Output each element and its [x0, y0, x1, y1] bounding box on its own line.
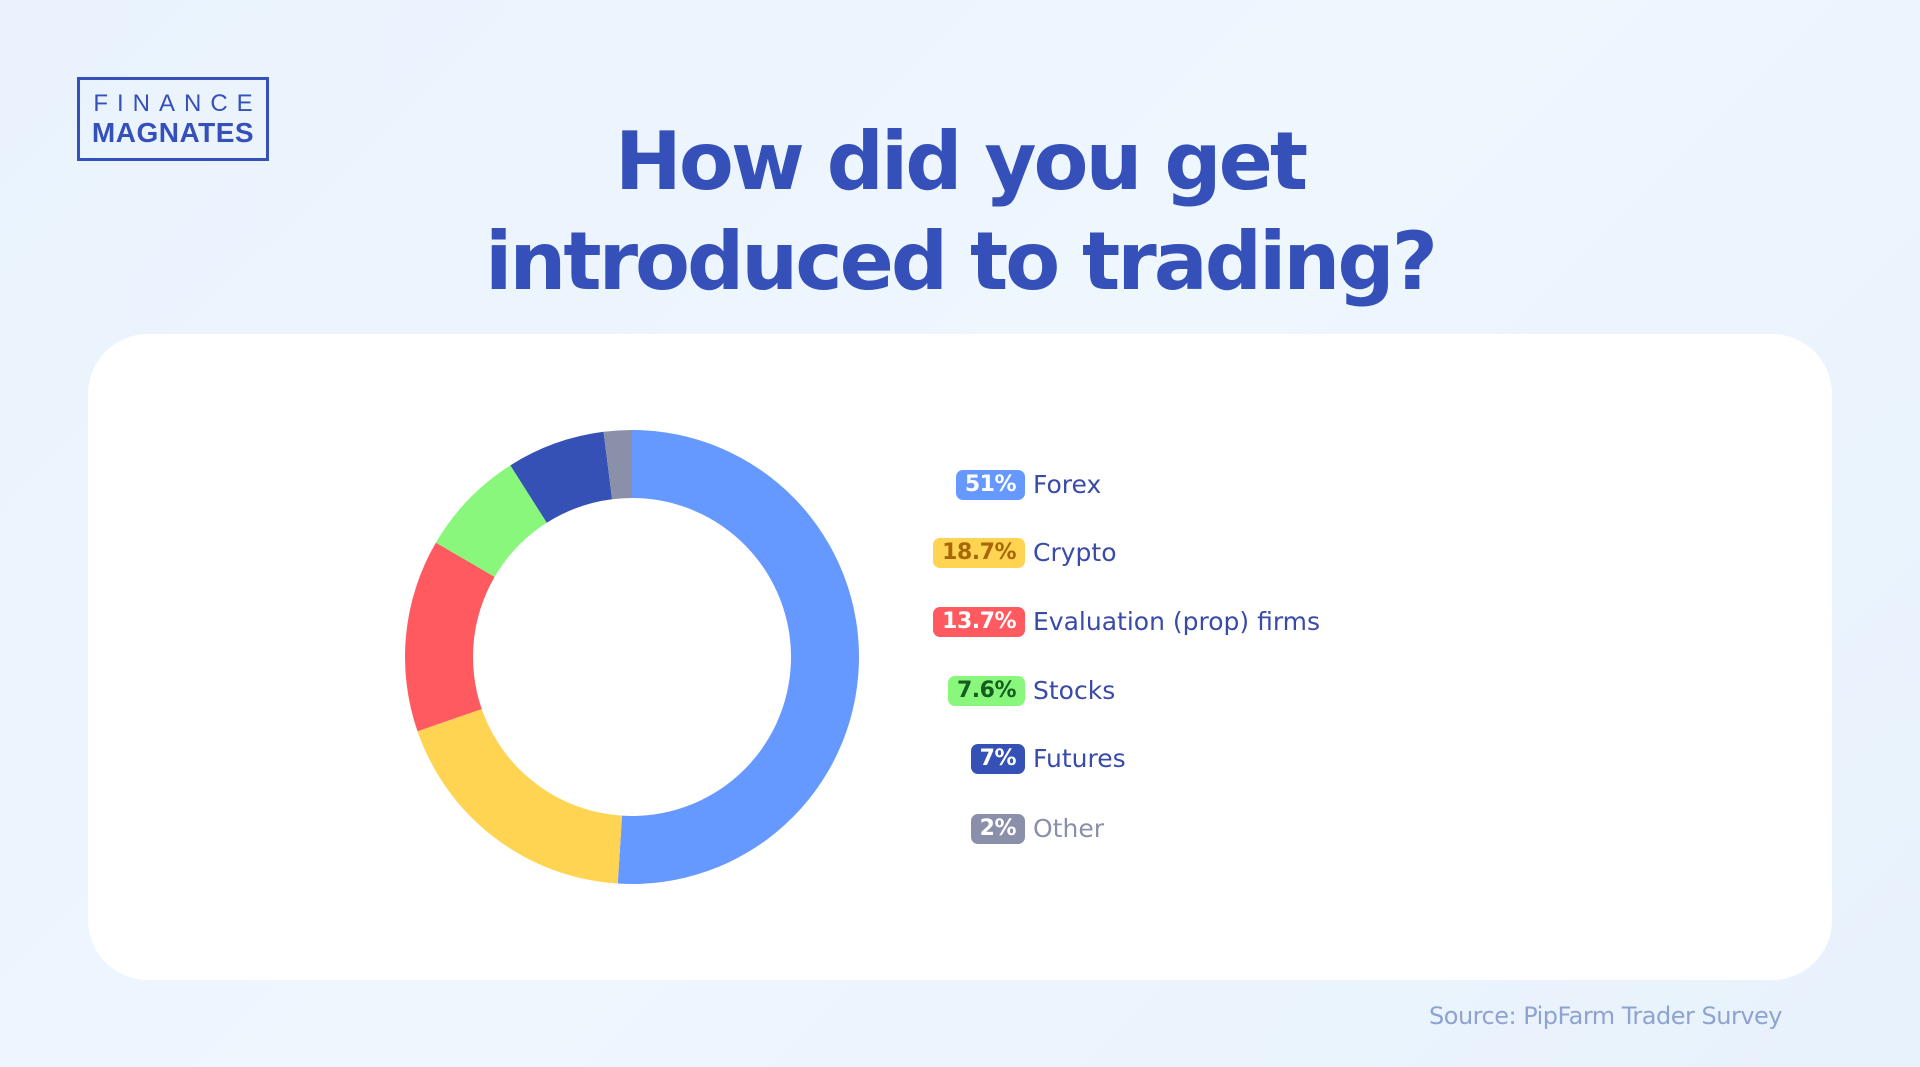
legend-item: 7.6%	[0, 674, 1025, 708]
donut-slice-crypto	[417, 708, 623, 884]
legend-value-badge: 7%	[970, 744, 1025, 774]
legend-label: Evaluation (prop) firms	[1033, 607, 1321, 636]
legend-item: 7%	[0, 742, 1025, 776]
legend-label: Stocks	[1033, 676, 1116, 705]
legend-label: Forex	[1033, 470, 1102, 499]
legend-label: Other	[1033, 814, 1104, 843]
chart-card	[88, 334, 1832, 980]
finance-magnates-logo: FINANCE MAGNATES	[77, 77, 269, 161]
legend-value-badge: 13.7%	[933, 607, 1025, 637]
source-note: Source: PipFarm Trader Survey	[1429, 1002, 1782, 1030]
donut-slice-stocks	[435, 465, 547, 577]
donut-slice-evaluation-prop-firms	[404, 542, 495, 732]
legend-item: 51%	[0, 468, 1025, 502]
logo-line2: MAGNATES	[91, 117, 255, 148]
legend-item: 18.7%	[0, 536, 1025, 570]
donut-slice-futures	[510, 431, 613, 523]
legend-item: 2%	[0, 812, 1025, 846]
donut-slice-forex	[617, 430, 860, 885]
legend-label: Crypto	[1033, 538, 1117, 567]
logo-line1: FINANCE	[93, 90, 262, 117]
chart-title: How did you get introduced to trading?	[0, 112, 1920, 312]
legend-value-badge: 51%	[955, 470, 1025, 500]
title-line2: introduced to trading?	[484, 215, 1438, 308]
legend-label: Futures	[1033, 744, 1126, 773]
legend-value-badge: 2%	[970, 814, 1025, 844]
donut-slice-other	[603, 430, 632, 500]
legend-item: 13.7%	[0, 605, 1025, 639]
title-line1: How did you get	[614, 115, 1308, 208]
legend-value-badge: 7.6%	[947, 676, 1025, 706]
legend-value-badge: 18.7%	[933, 538, 1025, 568]
